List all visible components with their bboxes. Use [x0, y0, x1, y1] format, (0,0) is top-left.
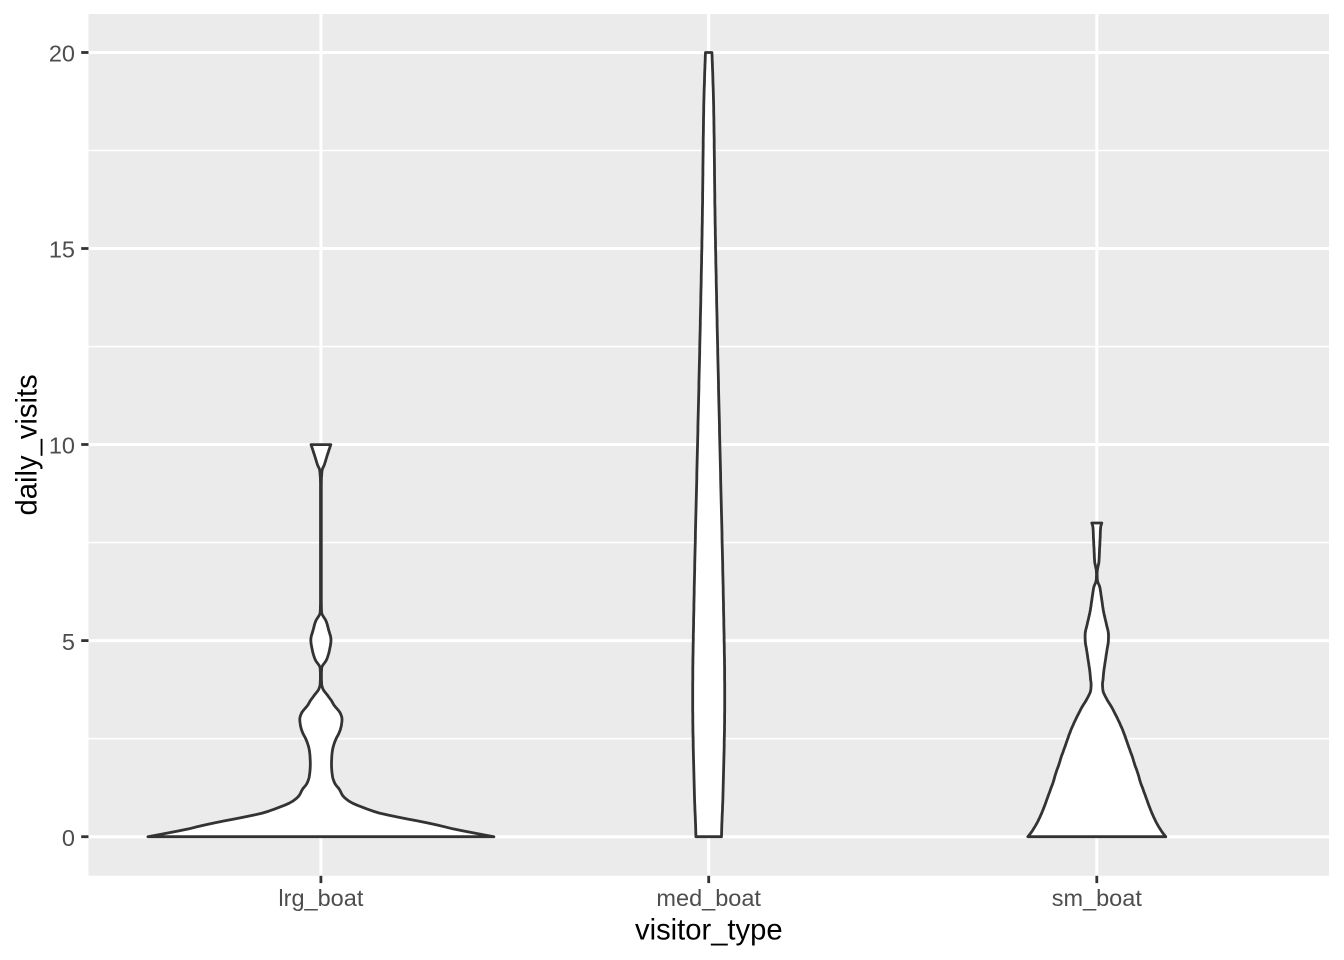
svg-text:sm_boat: sm_boat	[1052, 885, 1143, 911]
svg-text:15: 15	[49, 237, 75, 263]
svg-text:med_boat: med_boat	[656, 885, 761, 911]
svg-text:10: 10	[49, 433, 75, 459]
svg-text:20: 20	[49, 41, 75, 67]
svg-text:0: 0	[62, 825, 75, 851]
svg-text:daily_visits: daily_visits	[12, 374, 44, 515]
svg-text:5: 5	[62, 629, 75, 655]
svg-text:lrg_boat: lrg_boat	[278, 885, 363, 911]
svg-text:visitor_type: visitor_type	[635, 915, 783, 947]
